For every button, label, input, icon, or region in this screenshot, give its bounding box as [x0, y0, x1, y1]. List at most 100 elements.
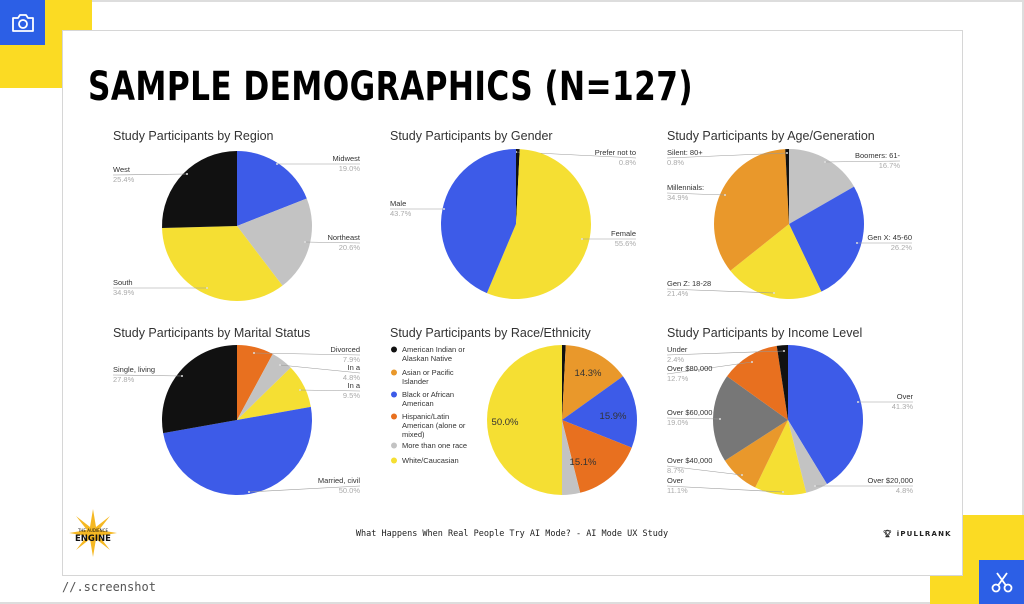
pie-slice — [727, 345, 788, 420]
slice-label: Gen Z: 18-28 — [667, 279, 711, 288]
leader-line — [666, 361, 753, 375]
slice-data-label: 15.1% — [570, 457, 597, 468]
slice-label: Silent: 80+ — [667, 148, 703, 157]
legend-swatch — [391, 369, 397, 376]
slice-percent: 26.2% — [891, 243, 913, 252]
chart-title: Study Participants by Region — [113, 129, 274, 143]
pie-slice — [562, 420, 632, 493]
slice-label: In a — [347, 381, 360, 390]
svg-text:THE AUDIENCE: THE AUDIENCE — [77, 528, 108, 533]
crop-button[interactable] — [979, 560, 1024, 604]
slice-percent: 16.7% — [879, 161, 901, 170]
frame-border — [1022, 0, 1024, 604]
pie-slice — [487, 345, 562, 495]
leader-line — [824, 160, 901, 163]
legend-label: American Indian or Alaskan Native — [402, 345, 465, 363]
slice-percent: 43.7% — [390, 209, 412, 218]
legend-item: White/Caucasian — [391, 456, 459, 465]
leader-line — [112, 173, 188, 176]
pie-chart: Study Participants by Age/Generation Boom… — [666, 129, 913, 299]
leader-line — [112, 374, 183, 377]
leader-dot — [443, 208, 445, 210]
legend-swatch — [391, 413, 397, 420]
pie-slice — [785, 149, 789, 224]
pie-slice — [789, 186, 865, 292]
camera-icon — [11, 13, 34, 32]
slice-percent: 0.8% — [619, 158, 636, 167]
legend-item: More than one race — [391, 441, 467, 450]
leader-line — [279, 364, 361, 374]
legend: American Indian or Alaskan Native Asian or… — [391, 345, 467, 465]
slice-label: Northeast — [327, 233, 360, 242]
slice-label: Prefer not to — [595, 148, 636, 157]
pie-slice — [440, 149, 516, 294]
leader-line — [666, 152, 788, 159]
leader-line — [666, 465, 743, 476]
legend-item: Asian or Pacific Islander — [391, 368, 454, 386]
slice-percent: 41.3% — [892, 402, 914, 411]
screenshot-button[interactable] — [0, 0, 45, 45]
legend-item: Black or African American — [391, 390, 454, 408]
slice-label: Married, civil — [318, 476, 360, 485]
pie-slice — [237, 354, 291, 420]
slice-percent: 55.6% — [615, 239, 637, 248]
legend-swatch — [391, 391, 397, 398]
leader-line — [666, 192, 726, 196]
legend-item: American Indian or Alaskan Native — [391, 345, 465, 363]
pie-slice — [516, 149, 520, 224]
pie-slice — [788, 345, 863, 485]
svg-text:ENGINE: ENGINE — [75, 534, 111, 544]
leader-dot — [206, 287, 208, 289]
leader-line — [666, 350, 785, 356]
pie-slice — [162, 151, 237, 229]
pie-slice — [562, 376, 637, 448]
pie-slice — [714, 149, 789, 271]
slice-percent: 8.7% — [667, 466, 684, 475]
pie-slice — [486, 149, 591, 300]
chart-title: Study Participants by Gender — [390, 129, 553, 143]
logo-text: iPULLRANK — [896, 530, 952, 538]
leader-dot — [786, 152, 788, 154]
leader-dot — [857, 401, 859, 403]
slice-label: Over — [667, 476, 684, 485]
slice-data-label: 15.9% — [600, 411, 627, 422]
pie-chart: Study Participants by Race/Ethnicity 14.3… — [390, 326, 637, 495]
slice-label: Over $20,000 — [868, 476, 913, 485]
ipullrank-logo: 🏆︎ iPULLRANK — [883, 530, 952, 538]
pie-slice — [237, 367, 311, 420]
slice-percent: 19.0% — [339, 164, 361, 173]
chart-title: Study Participants by Income Level — [667, 326, 862, 340]
slice-percent: 4.8% — [896, 486, 913, 495]
pie-slice — [788, 420, 827, 493]
slice-percent: 27.8% — [113, 375, 135, 384]
pie-chart: Study Participants by Income Level Over 41… — [666, 326, 914, 496]
leader-dot — [824, 161, 826, 163]
slice-percent: 34.9% — [113, 288, 135, 297]
pie-slice — [237, 345, 273, 420]
pie-slice — [162, 226, 283, 301]
legend-item: Hispanic/Latin American (alone or mixed) — [391, 412, 466, 439]
frame-border — [0, 0, 1024, 2]
slice-label: Midwest — [332, 154, 360, 163]
slice-percent: 25.4% — [113, 175, 135, 184]
pie-chart: Study Participants by Marital Status Divo… — [112, 326, 361, 496]
frame-border — [0, 602, 1024, 604]
leader-dot — [276, 163, 278, 165]
slice-label: Gen X: 45-60 — [867, 233, 912, 242]
leader-line — [666, 417, 721, 420]
leader-dot — [253, 352, 255, 354]
pie-slice — [161, 345, 237, 434]
leader-line — [248, 485, 361, 493]
leader-dot — [248, 491, 250, 493]
slice-percent: 21.4% — [667, 289, 689, 298]
pie-slice — [562, 420, 581, 495]
slice-label: Boomers: 61- — [855, 151, 901, 160]
slice-label: In a — [347, 363, 360, 372]
pie-slice — [730, 224, 822, 299]
slice-percent: 0.8% — [667, 158, 684, 167]
slice-percent: 2.4% — [667, 355, 684, 364]
slice-label: Under — [667, 345, 688, 354]
pie-slice — [237, 151, 307, 226]
trophy-icon: 🏆︎ — [883, 530, 894, 538]
slice-percent: 34.9% — [667, 193, 689, 202]
